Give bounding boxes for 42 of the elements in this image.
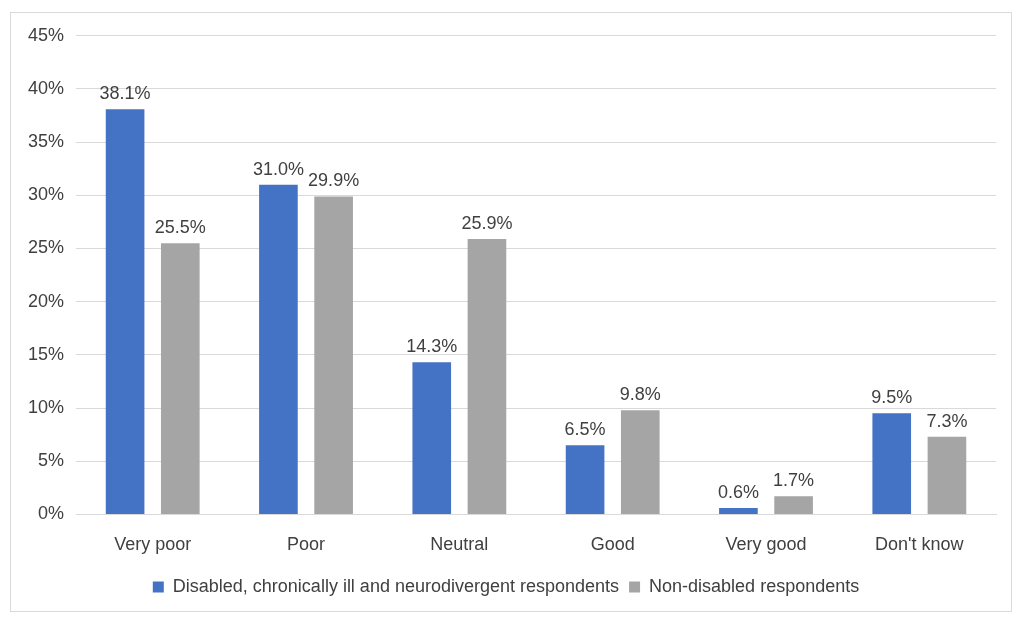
x-tick-label: Neutral: [430, 534, 489, 555]
y-tick-label: 10%: [28, 397, 65, 418]
bar: [719, 508, 758, 514]
y-tick-label: 5%: [38, 450, 65, 471]
data-label: 9.8%: [619, 384, 661, 405]
y-tick-label: 40%: [28, 77, 65, 98]
bar: [412, 362, 452, 514]
x-tick-label: Don't know: [875, 534, 965, 555]
y-tick-label: 45%: [28, 24, 65, 45]
bar: [927, 436, 967, 514]
bar: [259, 184, 298, 514]
data-label: 14.3%: [406, 336, 458, 357]
data-label: 0.6%: [717, 481, 759, 502]
y-tick-label: 0%: [38, 503, 65, 524]
bar: [620, 410, 660, 514]
bar: [467, 238, 507, 514]
x-tick-label: Good: [590, 534, 635, 555]
data-label: 7.3%: [926, 410, 968, 431]
y-tick-label: 20%: [28, 290, 65, 311]
data-label: 25.5%: [154, 217, 206, 238]
y-tick-label: 15%: [28, 343, 65, 364]
y-tick-label: 35%: [28, 131, 65, 152]
legend-label: Non-disabled respondents: [649, 575, 860, 596]
bar: [565, 445, 605, 514]
legend-label: Disabled, chronically ill and neurodivergent respondents: [172, 575, 620, 596]
data-label: 1.7%: [773, 470, 815, 491]
data-label: 31.0%: [252, 158, 304, 179]
x-tick-label: Poor: [287, 534, 326, 555]
bar: [105, 109, 145, 514]
data-label: 9.5%: [871, 387, 913, 408]
data-label: 38.1%: [99, 83, 151, 104]
data-label: 6.5%: [564, 419, 606, 440]
data-label: 25.9%: [461, 212, 513, 233]
y-tick-label: 30%: [28, 184, 65, 205]
x-tick-label: Very poor: [114, 534, 192, 555]
data-label: 29.9%: [308, 170, 360, 191]
bar: [774, 496, 813, 514]
y-tick-label: 25%: [28, 237, 65, 258]
bar: [160, 243, 200, 514]
bar: [314, 196, 353, 514]
bar: [872, 413, 912, 514]
x-tick-label: Very good: [725, 534, 807, 555]
